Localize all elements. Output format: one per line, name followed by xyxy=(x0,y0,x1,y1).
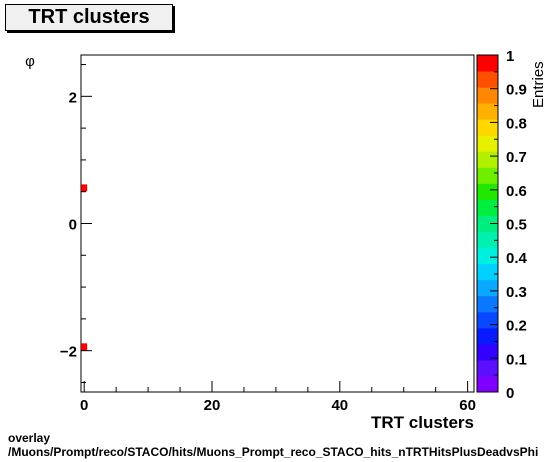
palette-swatch xyxy=(477,183,498,200)
palette-swatch xyxy=(477,359,498,377)
plot-frame xyxy=(80,54,475,393)
z-tick-label: 0.6 xyxy=(506,183,527,200)
y-tick-label: −2 xyxy=(60,344,77,361)
z-tick-label: 0.8 xyxy=(506,115,527,132)
heatmap-cell xyxy=(81,343,88,351)
palette-swatch xyxy=(477,343,498,361)
palette-swatch xyxy=(477,55,498,72)
palette-swatch xyxy=(477,279,498,297)
palette-swatch xyxy=(477,87,498,104)
z-tick-label: 0.4 xyxy=(506,250,528,267)
y-tick-label: 0 xyxy=(69,217,77,234)
x-tick-label: 20 xyxy=(204,397,221,414)
x-tick-label: 60 xyxy=(459,397,476,414)
z-tick-label: 0.1 xyxy=(506,351,527,368)
palette-swatch xyxy=(477,103,498,120)
z-tick-label: 0.5 xyxy=(506,217,527,234)
caption-path: /Muons/Prompt/reco/STACO/hits/Muons_Prom… xyxy=(8,445,539,459)
z-tick-label: 0 xyxy=(506,385,514,402)
palette-swatch xyxy=(477,295,498,313)
palette-swatch xyxy=(477,375,498,393)
palette-swatch xyxy=(477,311,498,329)
y-axis-label: φ xyxy=(25,53,35,70)
x-tick-label: 40 xyxy=(331,397,348,414)
palette-swatch xyxy=(477,247,498,265)
palette-swatch xyxy=(477,215,498,233)
palette-swatch xyxy=(477,151,498,168)
palette-swatch xyxy=(477,263,498,281)
z-tick-label: 1 xyxy=(506,48,514,65)
z-tick-label: 0.9 xyxy=(506,82,527,99)
palette-swatch xyxy=(477,231,498,249)
x-axis-label: TRT clusters xyxy=(371,413,474,432)
heatmap-cell xyxy=(81,184,88,192)
z-tick-label: 0.3 xyxy=(506,284,527,301)
palette-swatch xyxy=(477,71,498,88)
chart-title: TRT clusters xyxy=(5,4,173,31)
z-axis-label: Entries xyxy=(530,61,546,108)
y-tick-label: 2 xyxy=(69,89,77,106)
z-tick-label: 0.7 xyxy=(506,149,527,166)
palette-swatch xyxy=(477,199,498,216)
caption-overlay: overlay xyxy=(8,431,51,445)
palette-swatch xyxy=(477,167,498,184)
palette-swatch xyxy=(477,119,498,136)
x-tick-label: 0 xyxy=(80,397,88,414)
palette-swatch xyxy=(477,327,498,345)
z-tick-label: 0.2 xyxy=(506,318,527,335)
palette-swatch xyxy=(477,135,498,152)
